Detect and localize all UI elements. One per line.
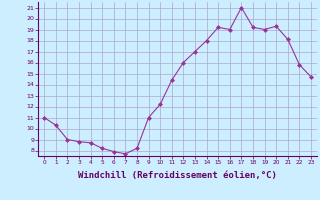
X-axis label: Windchill (Refroidissement éolien,°C): Windchill (Refroidissement éolien,°C): [78, 171, 277, 180]
